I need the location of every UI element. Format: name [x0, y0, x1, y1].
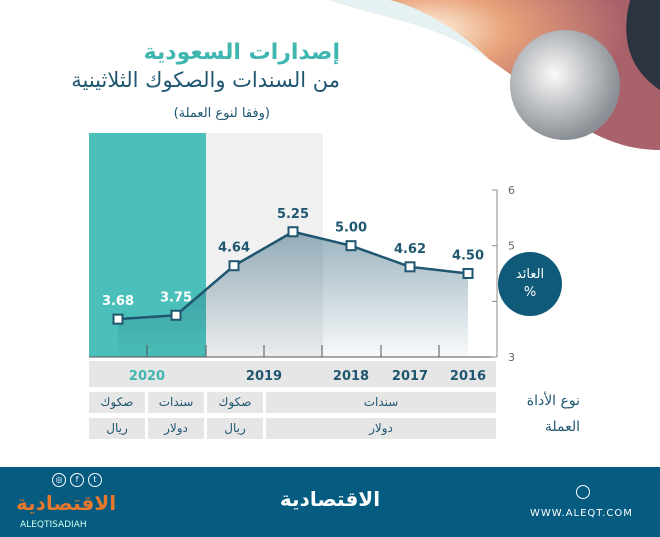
- year-label: 2017: [392, 369, 428, 384]
- chart-subtitle: من السندات والصكوك الثلاثينية: [71, 68, 340, 92]
- instagram-icon[interactable]: ◎: [52, 473, 66, 487]
- year-label: 2018: [333, 369, 369, 384]
- data-point: [462, 268, 474, 279]
- website-link[interactable]: WWW.ALEQT.COM: [530, 508, 633, 519]
- data-label: 5.25: [277, 207, 309, 222]
- chart-title: إصدارات السعودية: [143, 40, 340, 65]
- year-bar: [89, 361, 496, 387]
- data-label: 4.50: [452, 249, 484, 264]
- data-label: 5.00: [335, 221, 367, 236]
- currency-cell: دولار: [266, 418, 496, 439]
- y-tick-label: 5: [508, 240, 515, 253]
- instrument-cell: صكوك: [207, 392, 263, 413]
- year-label: 2016: [450, 369, 486, 384]
- yield-label: العائد: [516, 267, 544, 282]
- data-label: 4.62: [394, 242, 426, 257]
- currency-cell: ريال: [207, 418, 263, 439]
- data-point: [228, 260, 240, 272]
- year-label: 2019: [246, 369, 282, 384]
- data-label: 3.68: [102, 294, 134, 309]
- globe-icon: [576, 485, 590, 499]
- social-icons: ◎ f t: [52, 473, 102, 487]
- yield-badge: [498, 252, 562, 316]
- currency-cell: ريال: [89, 418, 145, 439]
- data-point: [287, 226, 299, 238]
- data-point: [404, 261, 416, 273]
- y-tick-label: 6: [508, 184, 515, 197]
- footer: ◎ f t الاقتصادية ALEQTISADIAH الاقتصادية…: [0, 467, 660, 537]
- chart-note: (وفقا لنوع العملة): [173, 106, 270, 121]
- data-label: 4.64: [218, 241, 250, 256]
- facebook-icon[interactable]: f: [70, 473, 84, 487]
- currency-cell: دولار: [148, 418, 204, 439]
- year-label: 2020: [129, 369, 165, 384]
- instrument-cell: صكوك: [89, 392, 145, 413]
- data-label: 3.75: [160, 290, 192, 305]
- social-handle: ALEQTISADIAH: [20, 520, 87, 530]
- data-point: [112, 313, 124, 325]
- twitter-icon[interactable]: t: [88, 473, 102, 487]
- instrument-row-label: نوع الأداة: [526, 393, 580, 409]
- data-point: [170, 309, 182, 321]
- brand-logo-orange: الاقتصادية: [16, 491, 117, 515]
- currency-row-label: العملة: [544, 419, 580, 435]
- header-globe-image: [330, 0, 660, 150]
- area-fill: [118, 231, 468, 357]
- instrument-cell: سندات: [148, 392, 204, 413]
- data-point: [345, 240, 357, 252]
- brand-logo: الاقتصادية: [279, 487, 381, 511]
- line-chart: 3.683.754.645.255.004.624.50 3456 202020…: [89, 133, 562, 387]
- yield-unit: %: [524, 285, 536, 300]
- instrument-cell: سندات: [266, 392, 496, 413]
- y-tick-label: 3: [508, 351, 515, 364]
